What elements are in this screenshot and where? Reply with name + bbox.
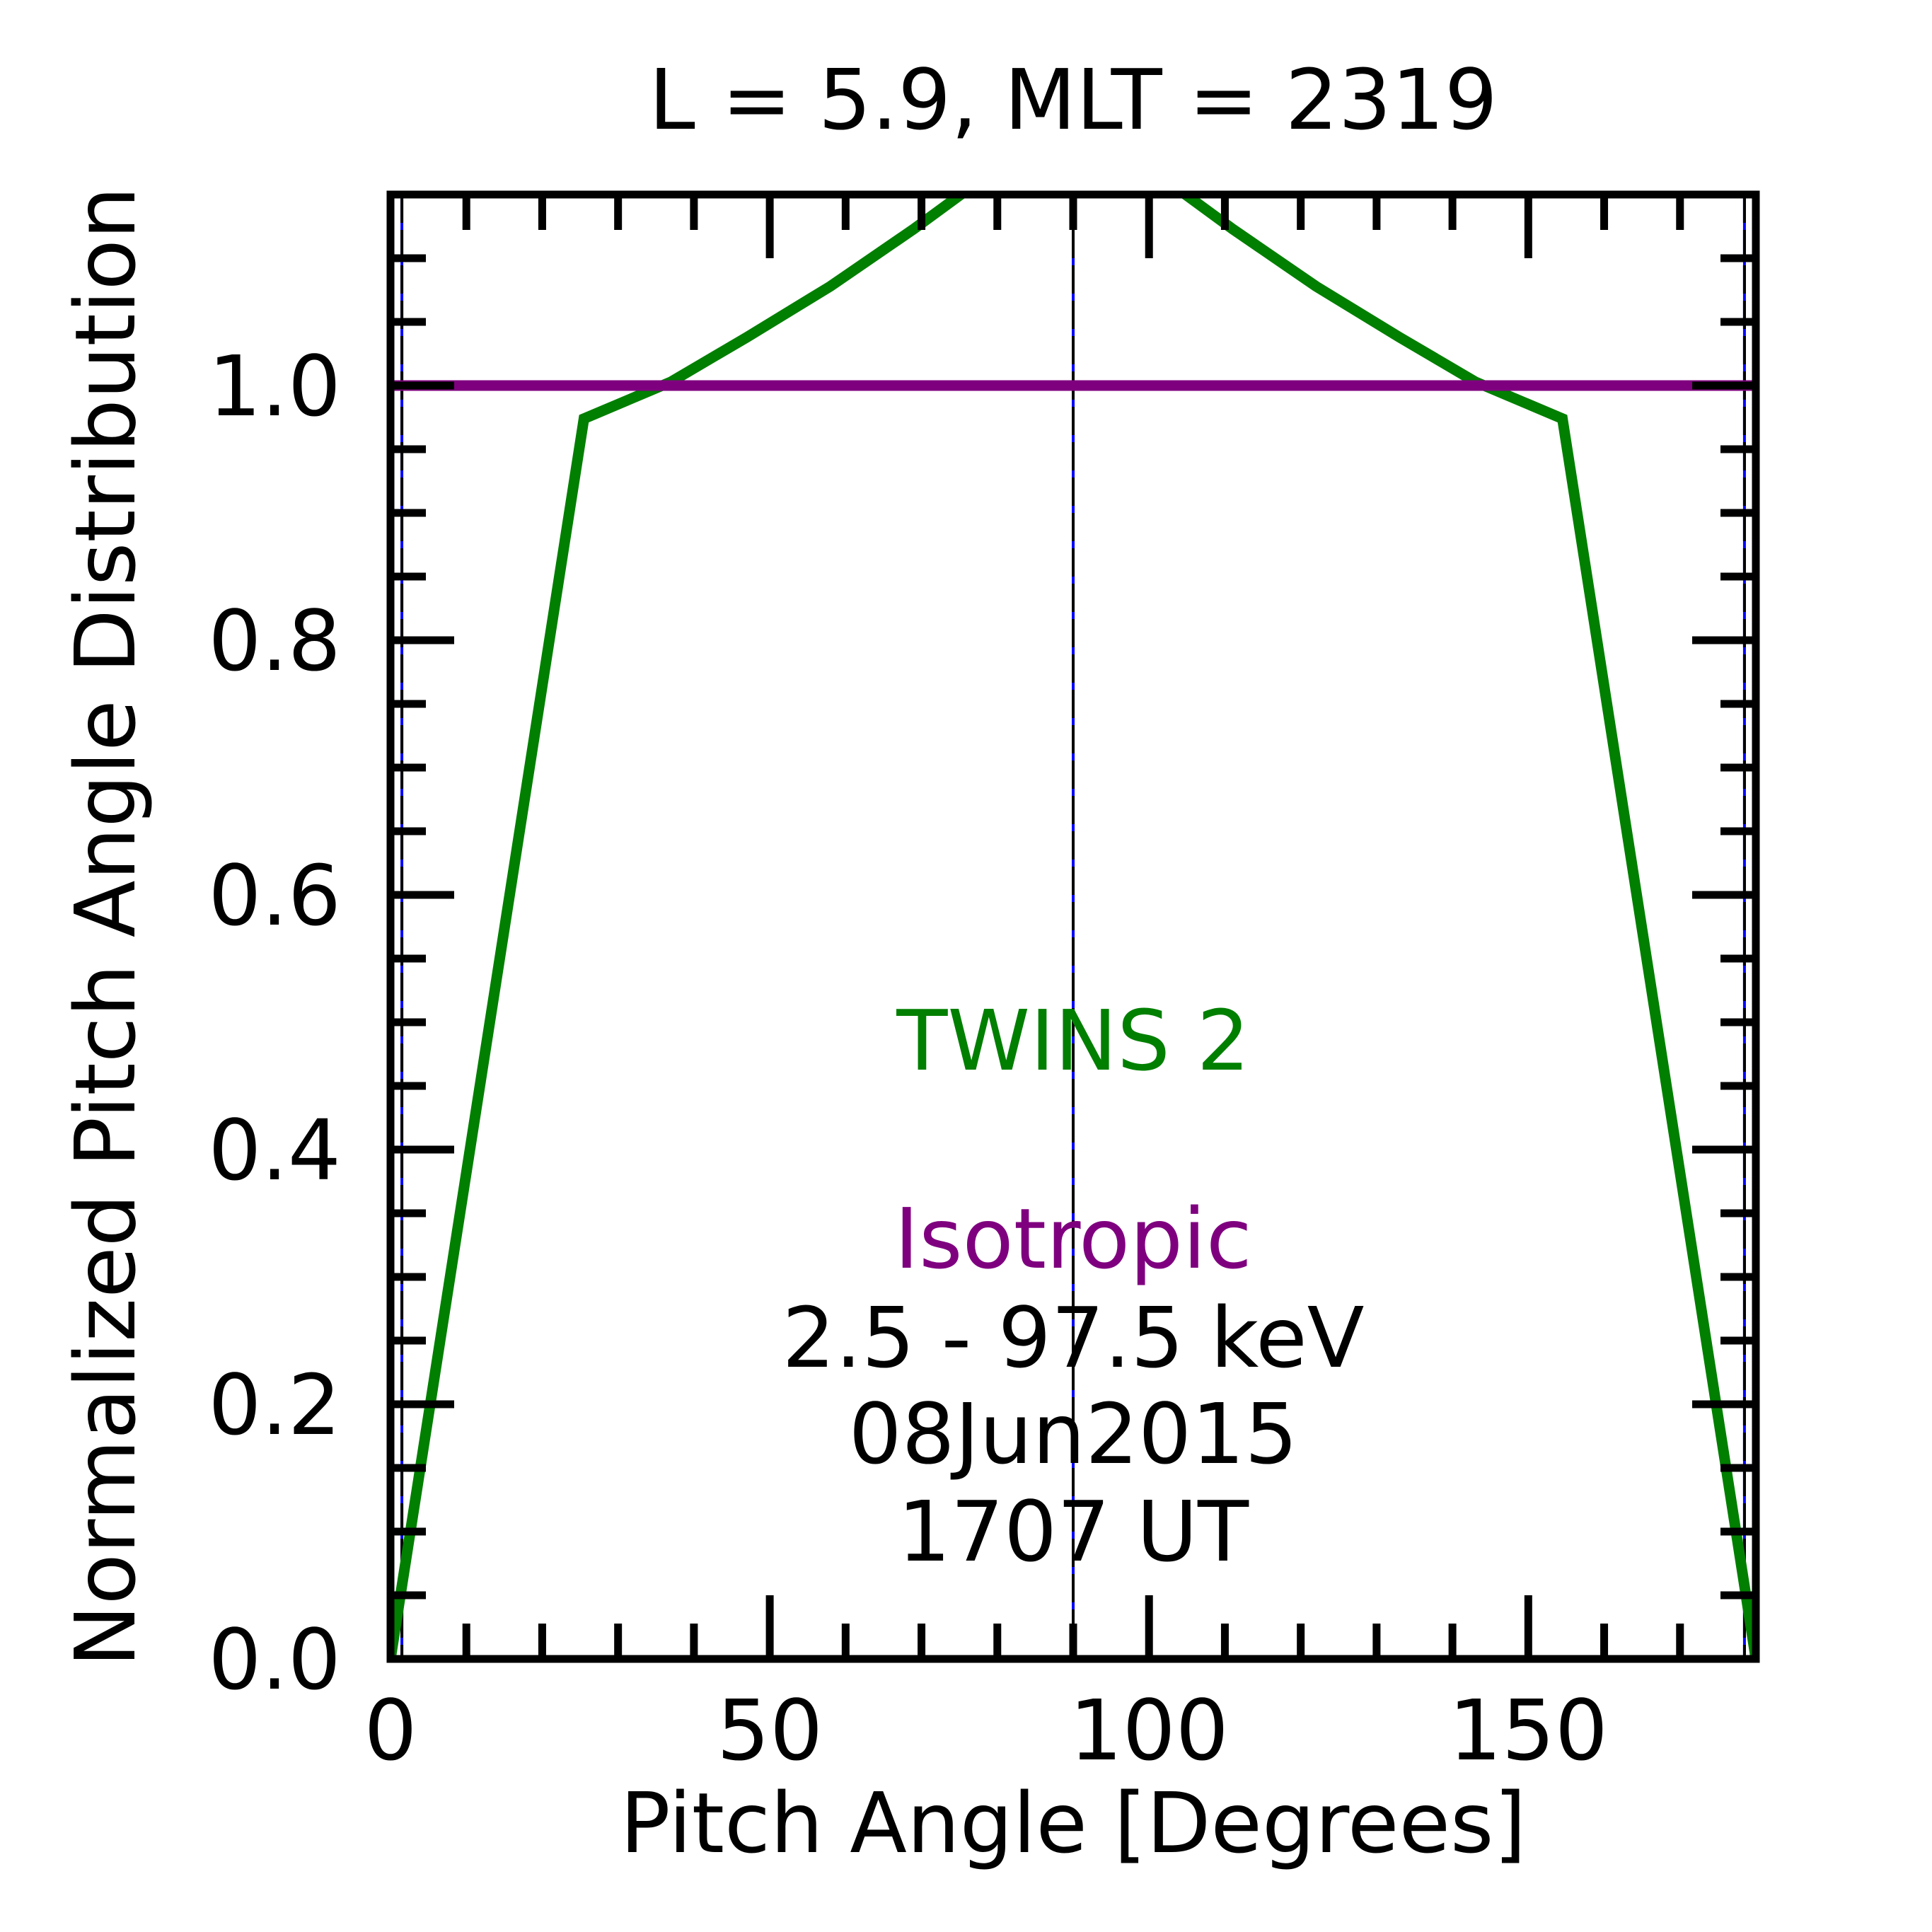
- x-tick-label-150: 150: [1449, 1682, 1608, 1779]
- x-tick-label-100: 100: [1070, 1682, 1229, 1779]
- twins-2-series-line: [391, 195, 1756, 1659]
- y-tick-label-0.0: 0.0: [208, 1611, 341, 1708]
- y-tick-label-0.8: 0.8: [208, 592, 341, 690]
- y-tick-label-0.2: 0.2: [208, 1356, 341, 1454]
- x-axis-label: Pitch Angle [Degrees]: [620, 1774, 1526, 1872]
- y-axis-label: Normalized Pitch Angle Distribution: [57, 186, 154, 1667]
- y-tick-label-0.6: 0.6: [208, 847, 341, 944]
- x-tick-label-0: 0: [364, 1682, 417, 1779]
- y-tick-label-1.0: 1.0: [208, 337, 341, 435]
- y-tick-label-0.4: 0.4: [208, 1101, 341, 1199]
- y-tick-labels: 0.0 0.2 0.4 0.6 0.8 1.0: [208, 337, 341, 1708]
- chart-title: L = 5.9, MLT = 2319: [649, 51, 1498, 149]
- legend-twins-2: TWINS 2: [896, 992, 1249, 1089]
- time-label: 1707 UT: [898, 1483, 1249, 1580]
- axis-ticks: [391, 190, 1756, 1659]
- x-tick-label-50: 50: [717, 1682, 823, 1779]
- plot-frame: [386, 190, 1760, 1663]
- date-label: 08Jun2015: [849, 1385, 1298, 1483]
- plot-area: [391, 195, 1756, 1659]
- legend-isotropic: Isotropic: [894, 1190, 1251, 1288]
- energy-range-label: 2.5 - 97.5 keV: [782, 1289, 1365, 1387]
- x-tick-labels: 0 50 100 150: [364, 1682, 1607, 1779]
